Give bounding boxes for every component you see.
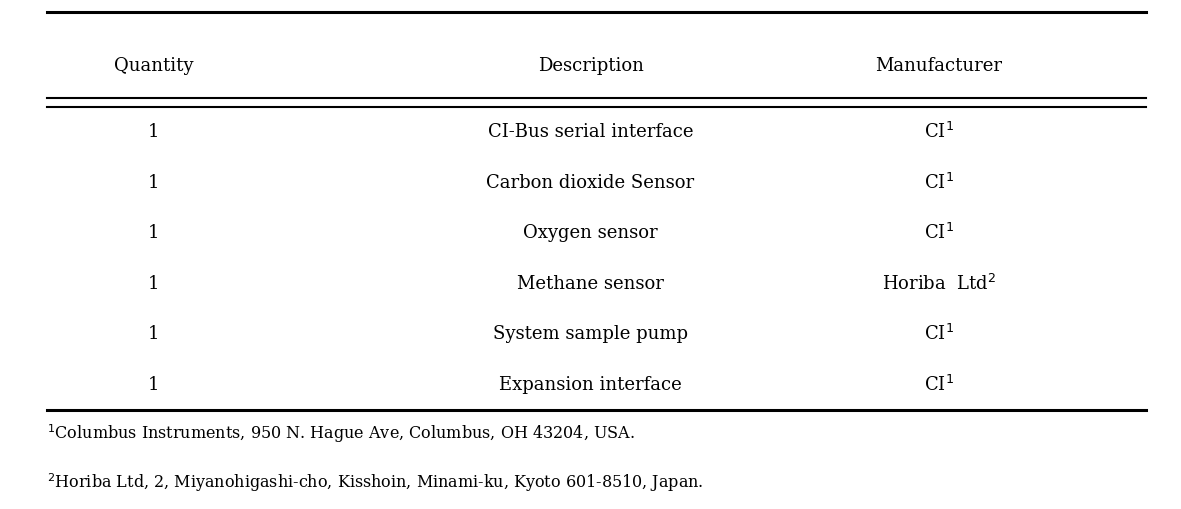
Text: Horiba  Ltd$^2$: Horiba Ltd$^2$ — [882, 273, 996, 294]
Text: 1: 1 — [148, 224, 159, 242]
Text: 1: 1 — [148, 174, 159, 191]
Text: $^1$Columbus Instruments, 950 N. Hague Ave, Columbus, OH 43204, USA.: $^1$Columbus Instruments, 950 N. Hague A… — [47, 422, 635, 445]
Text: Carbon dioxide Sensor: Carbon dioxide Sensor — [487, 174, 694, 191]
Text: Quantity: Quantity — [113, 57, 194, 75]
Text: 1: 1 — [148, 274, 159, 293]
Text: System sample pump: System sample pump — [492, 325, 689, 343]
Text: CI$^1$: CI$^1$ — [924, 375, 954, 394]
Text: Description: Description — [537, 57, 644, 75]
Text: CI$^1$: CI$^1$ — [924, 173, 954, 192]
Text: $^2$Horiba Ltd, 2, Miyanohigashi-cho, Kisshoin, Minami-ku, Kyoto 601-8510, Japan: $^2$Horiba Ltd, 2, Miyanohigashi-cho, Ki… — [47, 471, 704, 494]
Text: CI$^1$: CI$^1$ — [924, 324, 954, 344]
Text: Manufacturer: Manufacturer — [875, 57, 1003, 75]
Text: CI$^1$: CI$^1$ — [924, 223, 954, 243]
Text: CI$^1$: CI$^1$ — [924, 122, 954, 142]
Text: Expansion interface: Expansion interface — [500, 376, 681, 393]
Text: CI-Bus serial interface: CI-Bus serial interface — [488, 123, 693, 141]
Text: Oxygen sensor: Oxygen sensor — [523, 224, 658, 242]
Text: Methane sensor: Methane sensor — [517, 274, 664, 293]
Text: 1: 1 — [148, 123, 159, 141]
Text: 1: 1 — [148, 325, 159, 343]
Text: 1: 1 — [148, 376, 159, 393]
